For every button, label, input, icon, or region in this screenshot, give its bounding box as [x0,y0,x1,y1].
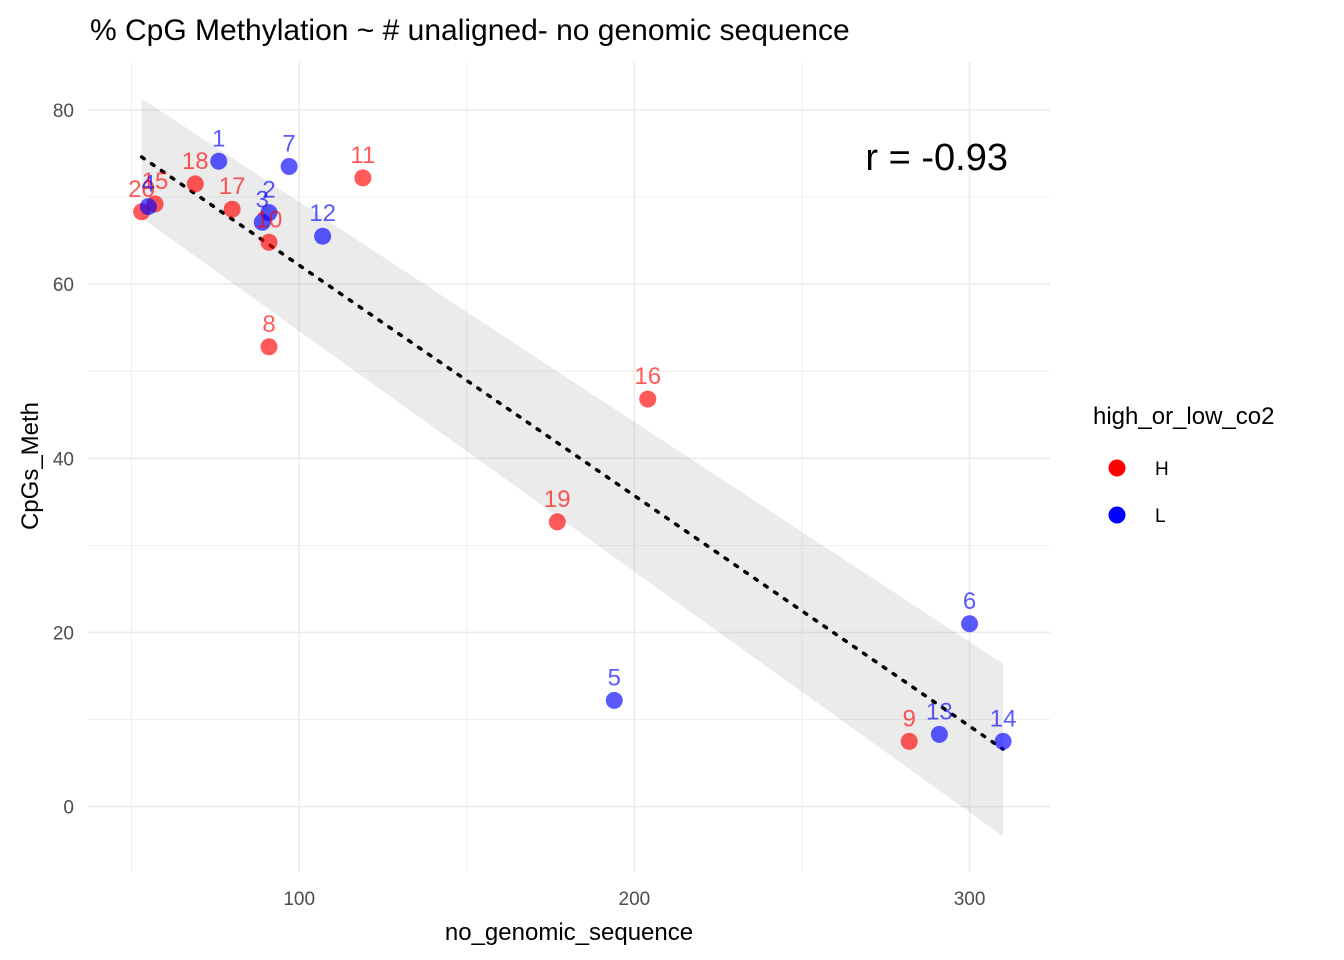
x-tick-label: 300 [954,889,986,910]
data-point [354,169,372,187]
data-label: 7 [282,131,295,158]
data-point [314,227,332,245]
legend-title: high_or_low_co2 [1093,403,1274,430]
data-label: 13 [926,698,953,725]
x-tick-label: 200 [619,889,651,910]
x-tick-label: 100 [283,889,315,910]
legend: high_or_low_co2 H L [1093,403,1274,527]
data-point [639,390,657,408]
legend-key [1108,506,1126,524]
confidence-band-area [141,98,1004,837]
legend-label: L [1155,506,1166,527]
data-label: 20 [128,176,155,203]
data-point [280,158,298,176]
axis-ticks: 100 200 300 0 20 40 60 80 [53,101,986,910]
data-label: 2 [262,177,275,204]
legend-label: H [1155,459,1169,480]
data-label: 12 [309,200,336,227]
data-label: 1 [212,125,225,152]
data-point [253,213,271,231]
data-point [900,732,918,750]
data-label: 9 [903,705,916,732]
data-label: 15 [142,168,169,195]
data-point [605,691,623,709]
correlation-annotation: r = -0.93 [865,137,1008,179]
confidence-band [141,98,1004,837]
chart-title: % CpG Methylation ~ # unaligned- no geno… [90,14,850,47]
y-tick-label: 40 [53,449,74,470]
data-point [548,513,566,531]
data-point [210,152,228,170]
grid [88,62,1050,872]
data-point [961,615,979,633]
data-point [139,198,157,216]
data-point [260,233,278,251]
y-tick-label: 20 [53,623,74,644]
data-point [223,200,241,218]
data-label: 4 [142,171,155,198]
data-label: 19 [544,486,571,513]
legend-key [1108,459,1126,477]
data-point [930,725,948,743]
data-label: 11 [350,142,375,169]
data-point [994,732,1012,750]
data-points [133,152,1012,750]
data-point [260,338,278,356]
data-label: 14 [990,705,1017,732]
y-tick-label: 60 [53,275,74,296]
data-label: 3 [256,186,269,213]
data-label: 5 [608,664,621,691]
data-label: 18 [182,148,209,175]
y-axis-title: CpGs_Meth [17,402,44,530]
data-label: 16 [634,363,661,390]
data-label: 10 [256,206,283,233]
data-label: 17 [219,173,246,200]
data-label: 8 [262,311,275,338]
y-tick-label: 0 [63,798,74,819]
data-point [186,175,204,193]
y-tick-label: 80 [53,101,74,122]
x-axis-title: no_genomic_sequence [445,919,693,946]
data-label: 6 [963,588,976,615]
